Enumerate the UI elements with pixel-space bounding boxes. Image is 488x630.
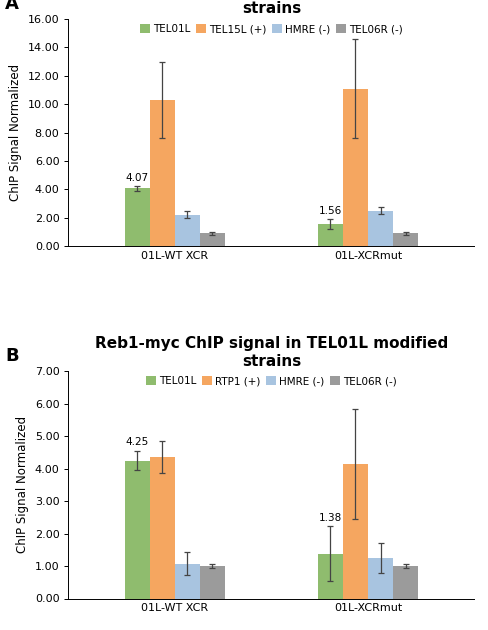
Text: A: A [5, 0, 19, 13]
Bar [149, 457, 174, 598]
Bar [317, 224, 342, 246]
Bar [342, 88, 367, 246]
Bar [317, 554, 342, 598]
Title: Tbf1-myc ChIP signal in TEL01L modified
strains: Tbf1-myc ChIP signal in TEL01L modified … [97, 0, 445, 16]
Title: Reb1-myc ChIP signal in TEL01L modified
strains: Reb1-myc ChIP signal in TEL01L modified … [95, 336, 447, 369]
Legend: TEL01L, TEL15L (+), HMRE (-), TEL06R (-): TEL01L, TEL15L (+), HMRE (-), TEL06R (-) [140, 24, 402, 34]
Bar [149, 100, 174, 246]
Bar [392, 566, 417, 598]
Text: 4.25: 4.25 [125, 437, 148, 447]
Bar [174, 215, 200, 246]
Text: 1.56: 1.56 [318, 205, 341, 215]
Text: 4.07: 4.07 [125, 173, 148, 183]
Bar [200, 566, 224, 598]
Text: B: B [5, 347, 19, 365]
Bar [342, 464, 367, 598]
Bar [392, 233, 417, 246]
Bar [124, 188, 149, 246]
Bar [200, 233, 224, 246]
Bar [367, 210, 392, 246]
Bar [174, 564, 200, 598]
Y-axis label: ChIP Signal Normalized: ChIP Signal Normalized [9, 64, 22, 201]
Bar [367, 558, 392, 598]
Y-axis label: ChIP Signal Normalized: ChIP Signal Normalized [16, 416, 29, 553]
Legend: TEL01L, RTP1 (+), HMRE (-), TEL06R (-): TEL01L, RTP1 (+), HMRE (-), TEL06R (-) [146, 376, 396, 386]
Text: 1.38: 1.38 [318, 513, 341, 523]
Bar [124, 461, 149, 598]
